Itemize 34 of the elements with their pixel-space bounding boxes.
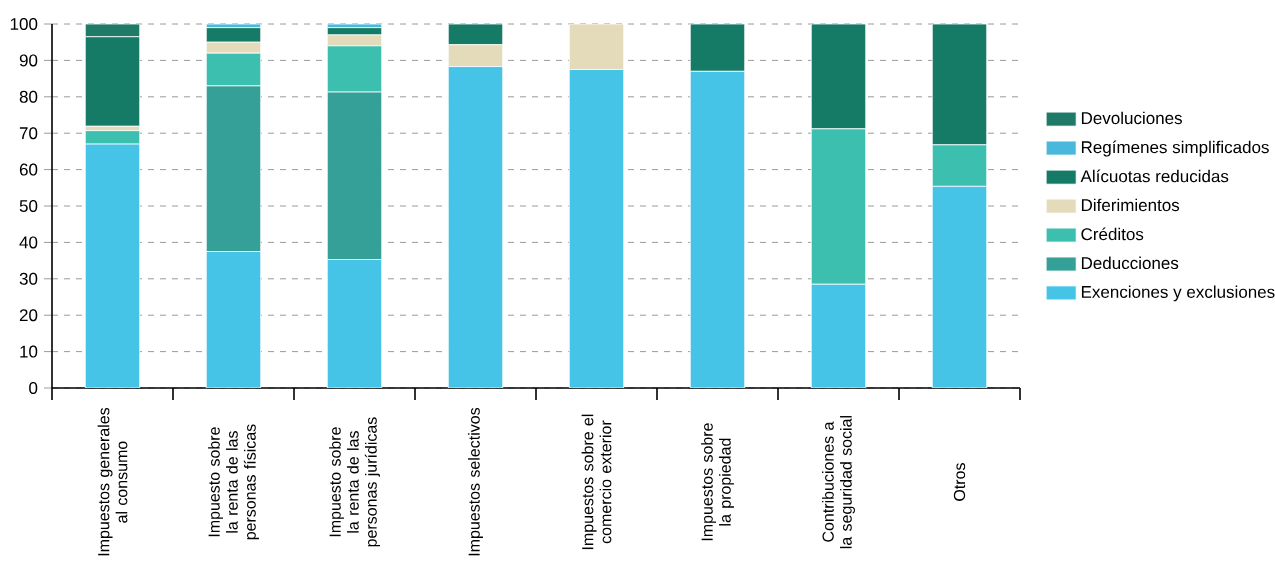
legend-label: Créditos [1081, 227, 1144, 241]
legend-label: Exenciones y exclusiones [1081, 285, 1275, 302]
x-tick-label: Impuesto sobre la renta de las personas físicas [208, 424, 259, 540]
legend-label: Devoluciones [1081, 111, 1182, 125]
x-tick-label: Impuestos selectivos [468, 407, 483, 556]
y-tick-label: 50 [19, 200, 38, 213]
legend-label: Deducciones [1081, 256, 1179, 270]
x-tick-label: Impuestos generales al consumo [97, 407, 128, 556]
legend-label: Regímenes simplificados [1081, 140, 1269, 157]
bar [568, 69, 625, 389]
x-tick-label: Impuesto sobre la renta de las personas jurídicas [329, 417, 380, 547]
y-tick-label: 100 [10, 18, 38, 31]
x-tick-label: Otros [953, 463, 966, 501]
y-tick-label: 10 [20, 345, 38, 358]
x-tick-label: Contribuciones a la seguridad social [822, 416, 855, 549]
bar [84, 143, 141, 389]
legend-label: Diferimientos [1081, 198, 1180, 212]
y-tick-label: 90 [19, 54, 38, 67]
legend-label: Alícuotas reducidas [1080, 169, 1229, 183]
bar [689, 70, 746, 389]
y-tick-label: 40 [19, 236, 38, 249]
y-tick-label: 20 [19, 309, 38, 322]
y-tick-label: 80 [19, 90, 38, 103]
y-tick-label: 60 [19, 163, 38, 176]
bar [447, 66, 504, 389]
bar [931, 185, 988, 389]
y-tick-label: 0 [29, 382, 38, 395]
y-tick-label: 70 [19, 127, 38, 140]
bar [810, 283, 867, 389]
x-tick-label: Impuestos sobre la propiedad [701, 423, 734, 541]
bar [326, 259, 383, 389]
bar [205, 251, 262, 389]
x-tick-label: Impuestos sobre el comercio exterior [581, 414, 612, 550]
y-tick-label: 30 [19, 272, 38, 285]
